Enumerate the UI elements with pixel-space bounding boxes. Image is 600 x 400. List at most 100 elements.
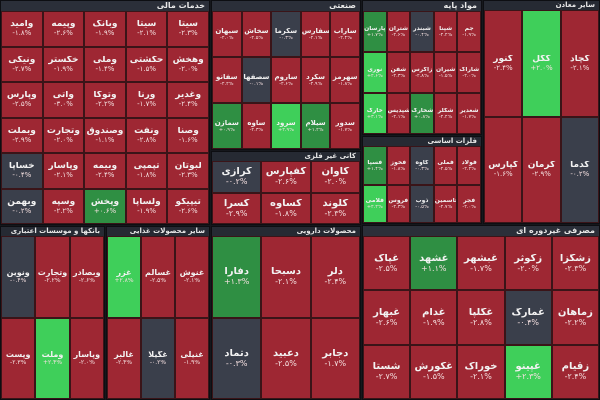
stock-tile[interactable]: غزر +۲.۸% <box>107 236 141 318</box>
stock-tile[interactable]: شتران -۲.۶% <box>386 11 411 52</box>
stock-tile[interactable]: زشگزا -۲.۳% <box>551 236 599 291</box>
stock-tile[interactable]: دلر -۲.۴% <box>310 236 360 318</box>
stock-tile[interactable]: وپخش +۰.۶% <box>84 188 126 224</box>
stock-tile[interactable]: غنوش -۲.۱% <box>175 236 209 318</box>
stock-tile[interactable]: ساراب -۲.۴% <box>330 11 360 57</box>
stock-tile[interactable]: غگیلا -۰.۲% <box>141 317 175 399</box>
stock-tile[interactable]: ساوه -۲.۳% <box>241 103 272 149</box>
stock-tile[interactable]: پارسان +۱.۷% <box>363 11 387 52</box>
stock-tile[interactable]: کلوند -۲.۳% <box>310 192 360 224</box>
stock-tile[interactable]: وصنا -۱.۶% <box>167 117 209 153</box>
stock-tile[interactable]: غبهار -۲.۶% <box>363 290 411 345</box>
stock-tile[interactable]: وپارس -۲.۵% <box>1 82 43 118</box>
stock-tile[interactable]: غدام -۱.۹% <box>410 290 458 345</box>
stock-tile[interactable]: وامید -۱.۸% <box>1 11 43 47</box>
stock-tile[interactable]: وبهمن -۰.۲% <box>1 188 43 224</box>
stock-tile[interactable]: زکوثر -۲.۰% <box>504 236 552 291</box>
stock-tile[interactable]: حکشتی -۱.۵% <box>125 46 168 82</box>
stock-tile[interactable]: فجر -۲.۰% <box>457 184 481 223</box>
stock-tile[interactable]: وپاسار -۲.۰% <box>69 317 104 399</box>
stock-tile[interactable]: غپینو +۲.۳% <box>504 344 552 399</box>
stock-tile[interactable]: کرمان -۲.۹% <box>522 116 561 223</box>
stock-tile[interactable]: کاوه -۰.۳% <box>410 146 434 185</box>
stock-tile[interactable]: جم -۱.۹% <box>457 11 481 52</box>
stock-tile[interactable]: شستا -۲.۷% <box>363 344 411 399</box>
stock-tile[interactable]: خگستر -۱.۹% <box>42 46 85 82</box>
stock-tile[interactable]: سفارس -۲.۱% <box>300 11 331 57</box>
stock-tile[interactable]: وملت +۲.۴% <box>35 317 70 399</box>
stock-tile[interactable]: وپست -۲.۳% <box>1 317 36 399</box>
stock-tile[interactable]: شبندر -۰.۴% <box>410 11 434 52</box>
stock-tile[interactable]: کپارس -۱.۶% <box>484 116 523 223</box>
stock-tile[interactable]: غالبر -۲.۴% <box>107 317 141 399</box>
stock-tile[interactable]: سدور -۱.۷% <box>330 103 360 149</box>
stock-tile[interactable]: سیتا -۲.۳% <box>167 11 209 47</box>
stock-tile[interactable]: فلامی +۲.۲% <box>363 184 387 223</box>
stock-tile[interactable]: شفن -۲.۳% <box>386 52 411 93</box>
stock-tile[interactable]: ونوین -۰.۴% <box>1 236 36 318</box>
stock-tile[interactable]: ذوب -۰.۵% <box>410 184 434 223</box>
stock-tile[interactable]: وصندوق -۱.۱% <box>84 117 126 153</box>
stock-tile[interactable]: سخاش -۲.۵% <box>241 11 272 57</box>
stock-tile[interactable]: دسبحا -۲.۱% <box>261 236 311 318</box>
stock-tile[interactable]: وتوکا -۲.۲% <box>84 82 126 118</box>
stock-tile[interactable]: وپاسار -۲.۱% <box>42 153 85 189</box>
stock-tile[interactable]: دجابر -۱.۷% <box>310 317 360 399</box>
stock-tile[interactable]: زماهان -۲.۲% <box>551 290 599 345</box>
stock-tile[interactable]: غنیلی -۱.۹% <box>175 317 209 399</box>
stock-tile[interactable]: وتجارت -۲.۰% <box>42 117 85 153</box>
stock-tile[interactable]: غبشهر -۱.۷% <box>457 236 505 291</box>
stock-tile[interactable]: فروس -۲.۳% <box>386 184 411 223</box>
stock-tile[interactable]: لبوتان -۲.۳% <box>167 153 209 189</box>
stock-tile[interactable]: فولاد -۲.۲% <box>457 146 481 185</box>
stock-tile[interactable]: سصفها -۰.۱% <box>241 57 272 103</box>
stock-tile[interactable]: وپیمه -۲.۶% <box>42 11 85 47</box>
stock-tile[interactable]: غپاک -۲.۵% <box>363 236 411 291</box>
stock-tile[interactable]: کچاد -۲.۱% <box>560 10 599 117</box>
stock-tile[interactable]: وبملت -۲.۹% <box>1 117 43 153</box>
stock-tile[interactable]: کرازی -۰.۲% <box>212 161 262 193</box>
stock-tile[interactable]: شاراک -۲.۰% <box>457 52 481 93</box>
stock-tile[interactable]: وبیمه -۲.۴% <box>84 153 126 189</box>
stock-tile[interactable]: ونیکی -۲.۷% <box>1 46 43 82</box>
stock-tile[interactable]: فسپا +۱.۴% <box>363 146 387 185</box>
stock-tile[interactable]: سکرما -۰.۳% <box>271 11 301 57</box>
stock-tile[interactable]: کدما -۰.۲% <box>560 116 599 223</box>
stock-tile[interactable]: کساوه -۱.۸% <box>261 192 311 224</box>
stock-tile[interactable]: غگلپا -۲.۸% <box>457 290 505 345</box>
stock-tile[interactable]: دتماد -۰.۳% <box>212 317 262 399</box>
stock-tile[interactable]: خساپا -۰.۴% <box>1 153 43 189</box>
stock-tile[interactable]: سبهان -۲.۰% <box>212 11 242 57</box>
stock-tile[interactable]: غسالم -۲.۵% <box>141 236 175 318</box>
stock-tile[interactable]: شیران -۱.۵% <box>433 52 458 93</box>
stock-tile[interactable]: خارک +۳.۱% <box>363 93 387 134</box>
stock-tile[interactable]: کگل +۲.۰% <box>522 10 561 117</box>
stock-tile[interactable]: کنور -۲.۴% <box>484 10 523 117</box>
stock-tile[interactable]: وبانک -۱.۹% <box>84 11 126 47</box>
stock-tile[interactable]: سیتا -۲.۱% <box>125 11 168 47</box>
stock-tile[interactable]: سهرمز -۱.۸% <box>330 57 360 103</box>
stock-tile[interactable]: ونفت -۲.۸% <box>125 117 168 153</box>
stock-tile[interactable]: وسپه -۲.۲% <box>42 188 85 224</box>
stock-tile[interactable]: وبصادر -۲.۶% <box>69 236 104 318</box>
stock-tile[interactable]: زاگرس -۲.۸% <box>410 52 434 93</box>
stock-tile[interactable]: شکلر -۲.۴% <box>433 93 458 134</box>
stock-tile[interactable]: سیلام +۱.۲% <box>300 103 331 149</box>
stock-tile[interactable]: سفانو -۲.۲% <box>212 57 242 103</box>
stock-tile[interactable]: وملی -۱.۴% <box>84 46 126 82</box>
stock-tile[interactable]: ولساپا -۱.۹% <box>125 188 168 224</box>
stock-tile[interactable]: کفپارس -۲.۶% <box>261 161 311 193</box>
stock-tile[interactable]: تپمپی -۱.۸% <box>125 153 168 189</box>
stock-tile[interactable]: شپنا -۲.۲% <box>433 11 458 52</box>
stock-tile[interactable]: شپدیس -۲.۱% <box>386 93 411 134</box>
stock-tile[interactable]: ورنا -۱.۷% <box>125 82 168 118</box>
stock-tile[interactable]: غکورش -۱.۵% <box>410 344 458 399</box>
stock-tile[interactable]: ساروم -۲.۶% <box>271 57 301 103</box>
stock-tile[interactable]: شغدیر -۱.۷% <box>457 93 481 134</box>
stock-tile[interactable]: شخارک +۰.۸% <box>410 93 434 134</box>
stock-tile[interactable]: کسرا -۲.۹% <box>212 192 262 224</box>
stock-tile[interactable]: فملی -۲.۵% <box>433 146 458 185</box>
stock-tile[interactable]: وهخش -۲.۰% <box>167 46 209 82</box>
stock-tile[interactable]: سمازن +۰.۹% <box>212 103 242 149</box>
stock-tile[interactable]: زقیام -۲.۴% <box>551 344 599 399</box>
